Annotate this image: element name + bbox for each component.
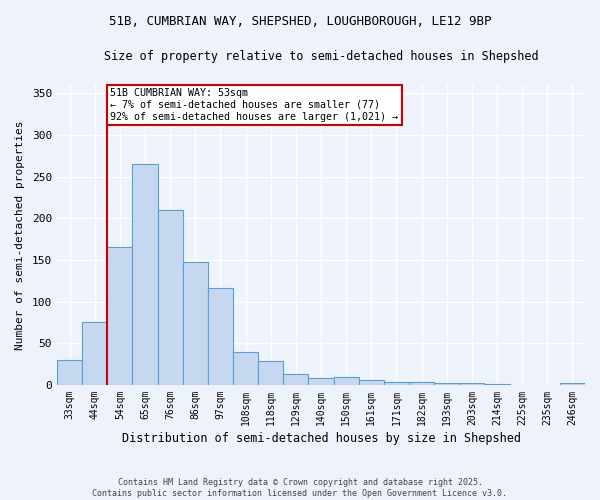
- Text: 51B, CUMBRIAN WAY, SHEPSHED, LOUGHBOROUGH, LE12 9BP: 51B, CUMBRIAN WAY, SHEPSHED, LOUGHBOROUG…: [109, 15, 491, 28]
- Bar: [82, 322, 107, 385]
- Bar: [258, 361, 283, 385]
- Bar: [459, 384, 484, 385]
- Bar: [359, 380, 384, 385]
- X-axis label: Distribution of semi-detached houses by size in Shepshed: Distribution of semi-detached houses by …: [122, 432, 521, 445]
- Bar: [384, 382, 409, 385]
- Text: 51B CUMBRIAN WAY: 53sqm
← 7% of semi-detached houses are smaller (77)
92% of sem: 51B CUMBRIAN WAY: 53sqm ← 7% of semi-det…: [110, 88, 398, 122]
- Bar: [133, 164, 158, 385]
- Text: Contains HM Land Registry data © Crown copyright and database right 2025.
Contai: Contains HM Land Registry data © Crown c…: [92, 478, 508, 498]
- Bar: [233, 352, 258, 385]
- Bar: [334, 376, 359, 385]
- Bar: [158, 210, 183, 385]
- Y-axis label: Number of semi-detached properties: Number of semi-detached properties: [15, 120, 25, 350]
- Bar: [183, 262, 208, 385]
- Bar: [409, 382, 434, 385]
- Title: Size of property relative to semi-detached houses in Shepshed: Size of property relative to semi-detach…: [104, 50, 538, 63]
- Bar: [283, 374, 308, 385]
- Bar: [560, 384, 585, 385]
- Bar: [434, 384, 459, 385]
- Bar: [57, 360, 82, 385]
- Bar: [308, 378, 334, 385]
- Bar: [484, 384, 509, 385]
- Bar: [208, 288, 233, 385]
- Bar: [107, 248, 133, 385]
